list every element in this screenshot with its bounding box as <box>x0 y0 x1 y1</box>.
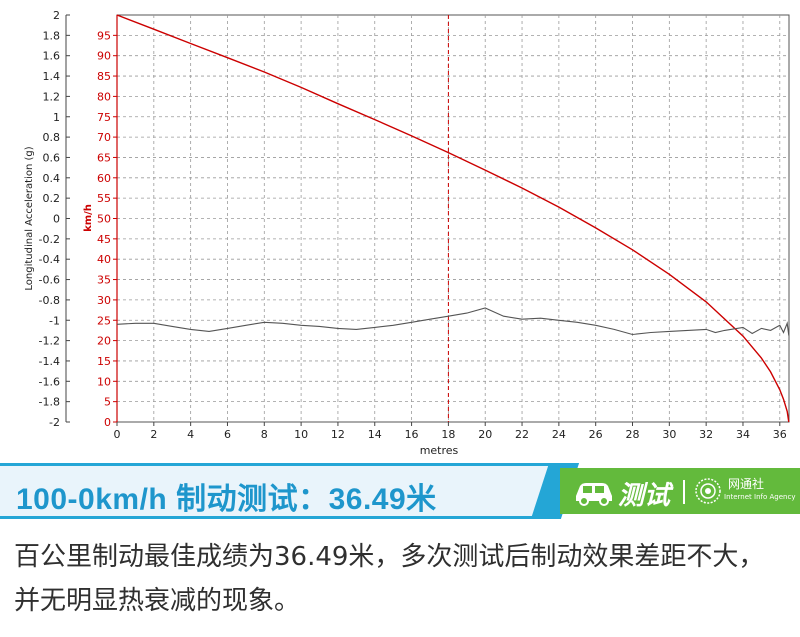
left-axis-label: Longitudinal Acceleration (g) <box>24 146 35 290</box>
x-tick-label: 26 <box>589 428 603 441</box>
right-axis-tick-label: 55 <box>97 192 111 205</box>
x-tick-label: 34 <box>736 428 750 441</box>
left-axis-tick-label: 0.6 <box>43 151 61 164</box>
x-tick-label: 16 <box>405 428 419 441</box>
acceleration-line <box>116 307 790 336</box>
left-axis-tick-label: 1.2 <box>43 90 61 103</box>
left-axis-tick-label: -0.4 <box>39 253 60 266</box>
x-axis-label: metres <box>420 444 459 457</box>
right-axis-tick-label: 5 <box>104 396 111 409</box>
left-axis-tick-label: -2 <box>49 416 60 429</box>
car-icon <box>576 483 612 506</box>
x-tick-label: 2 <box>150 428 157 441</box>
banner-title-box: 100-0km/h 制动测试：36.49米 <box>0 463 556 519</box>
right-axis-tick-label: 60 <box>97 172 111 185</box>
banner-title: 100-0km/h 制动测试：36.49米 <box>16 483 437 516</box>
right-axis-label: km/h <box>83 204 94 232</box>
x-tick-label: 12 <box>331 428 345 441</box>
chart-svg: 0 2 4 6 8 10 12 14 16 18 20 22 24 26 28 30 32 34 369590858… <box>24 9 790 457</box>
right-axis-tick-label: 85 <box>97 70 111 83</box>
x-tick-label: 22 <box>515 428 529 441</box>
agency-name-cn: 网通社 <box>728 477 765 491</box>
left-axis-tick-label: 0 <box>53 213 60 226</box>
left-axis-tick-label: 0.2 <box>43 192 61 205</box>
right-axis-tick-label: 0 <box>104 416 111 429</box>
left-axis-tick-label: -0.8 <box>39 294 60 307</box>
x-tick-label: 8 <box>261 428 268 441</box>
right-axis-tick-label: 15 <box>97 355 111 368</box>
right-axis-tick-label: 20 <box>97 335 111 348</box>
x-tick-label: 32 <box>699 428 713 441</box>
braking-chart: 0 2 4 6 8 10 12 14 16 18 20 22 24 26 28 30 32 34 36 95 90 85 8… <box>24 9 790 457</box>
right-axis-tick-label: 10 <box>97 375 111 388</box>
title-banner: 100-0km/h 制动测试：36.49米 测试 网通社 Internet In… <box>0 460 800 522</box>
right-axis-tick-label: 75 <box>97 111 111 124</box>
globe-icon <box>695 478 721 504</box>
x-tick-label: 36 <box>773 428 787 441</box>
left-axis-tick-label: -0.2 <box>39 233 60 246</box>
right-axis-tick-label: 35 <box>97 274 111 287</box>
x-tick-label: 6 <box>224 428 231 441</box>
right-axis-tick-label: 25 <box>97 314 111 327</box>
left-axis-tick-label: -1.6 <box>39 375 60 388</box>
left-axis-tick-label: -1 <box>49 314 60 327</box>
x-tick-label: 20 <box>478 428 492 441</box>
left-axis-tick-label: 0.4 <box>43 172 61 185</box>
left-axis-tick-label: 1.4 <box>43 70 61 83</box>
x-tick-label: 10 <box>294 428 308 441</box>
right-axis-tick-label: 90 <box>97 50 111 63</box>
test-label: 测试 <box>618 480 671 510</box>
left-axis-tick-label: 0.8 <box>43 131 61 144</box>
x-tick-label: 4 <box>187 428 194 441</box>
left-axis-tick-label: -1.4 <box>39 355 60 368</box>
right-axis-tick-label: 70 <box>97 131 111 144</box>
left-axis-tick-label: 2 <box>53 9 60 22</box>
brand-divider <box>683 480 685 504</box>
caption-text: 百公里制动最佳成绩为36.49米，多次测试后制动效果差距不大，并无明显热衰减的现… <box>14 542 765 616</box>
left-axis-tick-label: -1.8 <box>39 396 60 409</box>
x-tick-label: 18 <box>441 428 455 441</box>
left-axis-tick-label: -0.6 <box>39 274 60 287</box>
x-tick-label: 30 <box>662 428 676 441</box>
agency-name-en: Internet Info Agency <box>724 493 796 501</box>
right-axis-tick-label: 95 <box>97 29 111 42</box>
x-tick-label: 14 <box>368 428 382 441</box>
speed-line <box>116 14 790 423</box>
x-tick-label: 28 <box>626 428 640 441</box>
left-axis-tick-label: 1.6 <box>43 50 61 63</box>
right-axis-tick-label: 80 <box>97 90 111 103</box>
left-axis-tick-label: 1 <box>53 111 60 124</box>
right-axis-tick-label: 65 <box>97 151 111 164</box>
right-axis-tick-label: 40 <box>97 253 111 266</box>
x-tick-label: 24 <box>552 428 566 441</box>
left-axis-tick-label: 1.8 <box>43 29 61 42</box>
right-axis-tick-label: 45 <box>97 233 111 246</box>
x-tick-label: 0 <box>114 428 121 441</box>
left-axis-tick-label: -1.2 <box>39 335 60 348</box>
right-axis-tick-label: 30 <box>97 294 111 307</box>
right-axis-tick-label: 50 <box>97 213 111 226</box>
